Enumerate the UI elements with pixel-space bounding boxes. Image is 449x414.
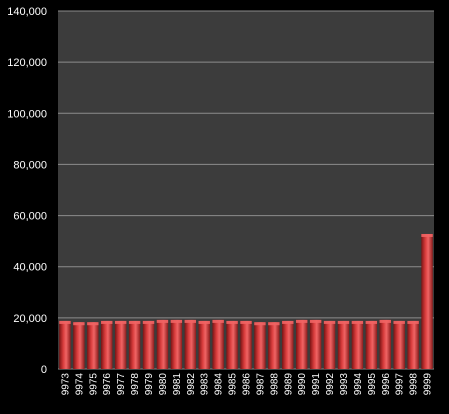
bar-cap-9995 (365, 320, 378, 324)
x-tick-label: 9995 (367, 373, 378, 396)
bar-cap-9998 (407, 320, 419, 324)
bar-9990 (295, 319, 308, 369)
bar-9992 (323, 320, 336, 369)
x-tick-label: 9982 (186, 373, 197, 396)
bar-9991 (309, 319, 322, 369)
bar-cap-9993 (337, 320, 350, 324)
bar-cap-9974 (73, 322, 85, 326)
bar-cap-9988 (268, 322, 280, 326)
bar-9974 (73, 322, 85, 369)
x-tick-label: 9999 (423, 373, 434, 396)
x-tick-label: 9991 (311, 373, 322, 396)
bar-9984 (212, 319, 224, 369)
bar-9973 (59, 320, 71, 369)
x-tick-label: 9977 (116, 373, 127, 396)
bar-cap-9978 (128, 320, 141, 324)
y-tick-label: 60,000 (13, 211, 47, 223)
y-axis-tick-labels: 0 20,000 40,000 60,000 80,000 100,000 120,000 1… (7, 6, 47, 376)
bar-9989 (282, 320, 294, 369)
x-tick-label: 9993 (339, 373, 350, 396)
bar-cap-9989 (282, 320, 294, 324)
x-tick-label: 9989 (283, 373, 294, 396)
gridlines (58, 10, 434, 370)
bar-cap-9984 (212, 319, 224, 323)
y-tick-label: 40,000 (13, 262, 47, 274)
bar-cap-9986 (240, 320, 252, 324)
bar-9997 (393, 320, 405, 369)
y-tick-label: 80,000 (13, 159, 47, 171)
bar-cap-9994 (351, 320, 364, 324)
bar-9981 (170, 319, 183, 369)
bar-9988 (268, 322, 280, 369)
bar-cap-9999 (421, 233, 433, 237)
x-tick-label: 9984 (214, 373, 225, 396)
bars (59, 233, 433, 369)
bar-cap-9983 (198, 320, 210, 324)
x-tick-label: 9981 (172, 373, 183, 396)
x-tick-label: 9996 (381, 373, 392, 396)
x-tick-label: 9986 (242, 373, 253, 396)
bar-cap-9991 (309, 319, 322, 323)
bar-9982 (184, 319, 197, 369)
bar-cap-9980 (156, 319, 169, 323)
bar-9985 (226, 320, 238, 369)
bar-cap-9977 (114, 320, 127, 324)
bar-9986 (240, 320, 252, 369)
bar-cap-9979 (142, 320, 155, 324)
x-tick-label: 9983 (200, 373, 211, 396)
x-tick-label: 9990 (297, 373, 308, 396)
bar-9980 (156, 319, 169, 369)
bar-9977 (114, 320, 127, 369)
x-tick-label: 9997 (395, 373, 406, 396)
bar-9975 (87, 322, 99, 369)
x-tick-label: 9985 (228, 373, 239, 396)
x-tick-label: 9976 (102, 373, 113, 396)
x-tick-label: 9988 (269, 373, 280, 396)
plot-area (58, 11, 434, 369)
bar-9983 (198, 320, 210, 369)
bar-9976 (101, 320, 113, 369)
bar-9987 (254, 322, 266, 369)
x-tick-label: 9998 (409, 373, 420, 396)
x-tick-label: 9979 (144, 373, 155, 396)
bar-9996 (379, 319, 391, 369)
bar-cap-9981 (170, 319, 183, 323)
bar-9993 (337, 320, 350, 369)
x-tick-label: 9973 (60, 373, 71, 396)
y-tick-label: 100,000 (7, 108, 47, 120)
x-tick-label: 9980 (158, 373, 169, 396)
x-tick-label: 9992 (325, 373, 336, 396)
y-tick-label: 0 (41, 364, 47, 376)
bar-9994 (351, 320, 364, 369)
x-tick-label: 9975 (88, 373, 99, 396)
x-tick-label: 9987 (255, 373, 266, 396)
x-tick-label: 9974 (74, 373, 85, 396)
bar-cap-9996 (379, 319, 391, 323)
bar-9999 (421, 233, 433, 369)
bar-cap-9985 (226, 320, 238, 324)
bar-9998 (407, 320, 419, 369)
bar-cap-9990 (295, 319, 308, 323)
bar-cap-9982 (184, 319, 197, 323)
bar-cap-9976 (101, 320, 113, 324)
bar-cap-9997 (393, 320, 405, 324)
y-tick-label: 120,000 (7, 57, 47, 69)
bar-cap-9987 (254, 322, 266, 326)
bar-cap-9975 (87, 322, 99, 326)
y-tick-label: 140,000 (7, 6, 47, 18)
bar-cap-9992 (323, 320, 336, 324)
bar-cap-9973 (59, 320, 71, 324)
bar-9995 (365, 320, 378, 369)
bar-9978 (128, 320, 141, 369)
x-axis-tick-labels: 9973 9974 9975 9976 9977 9978 9979 9980 9981 9982… (60, 373, 433, 396)
bar-9979 (142, 320, 155, 369)
x-tick-label: 9994 (353, 373, 364, 396)
y-tick-label: 20,000 (13, 313, 47, 325)
x-tick-label: 9978 (130, 373, 141, 396)
